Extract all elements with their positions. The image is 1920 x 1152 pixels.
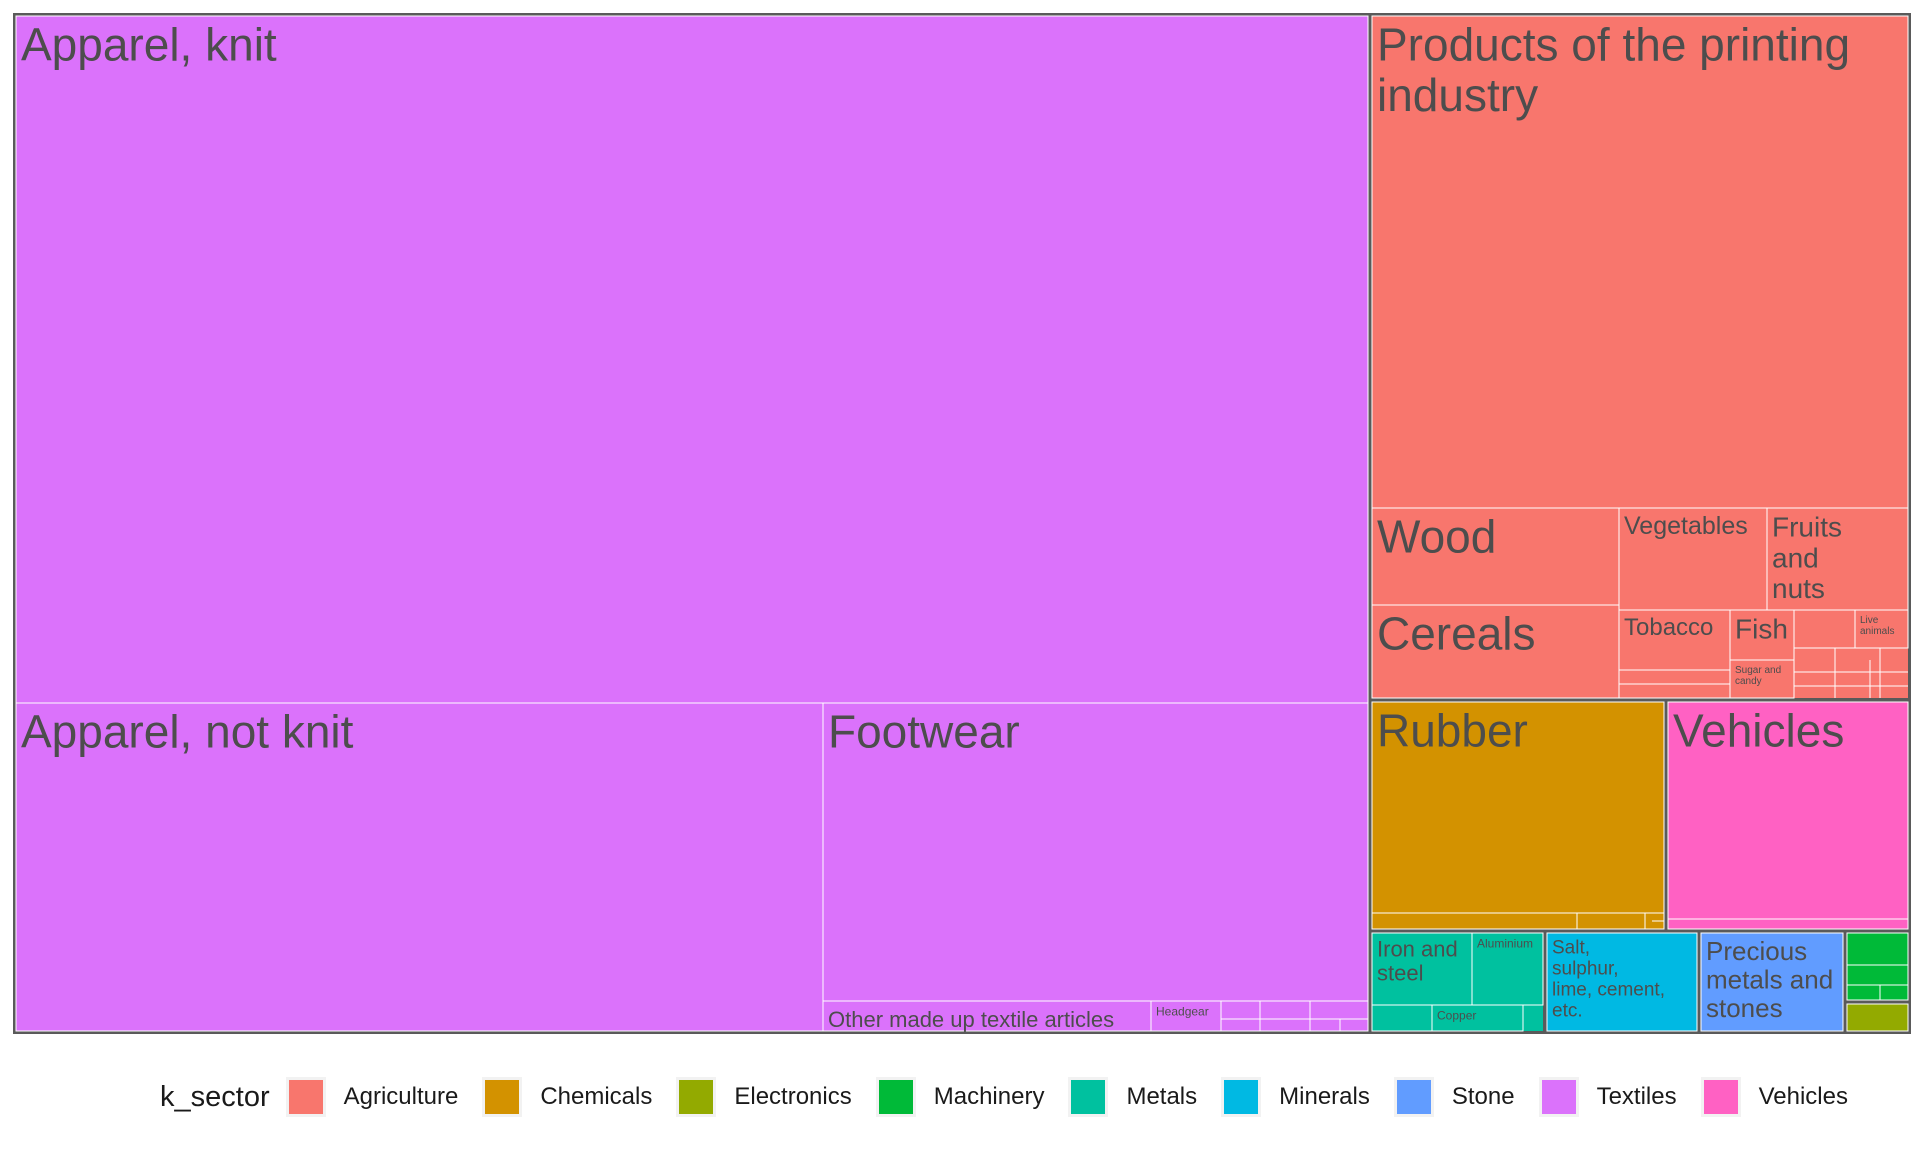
tile-label-sugar-and-candy: Sugar and candy — [1735, 665, 1781, 687]
tile-live-animals — [1854, 609, 1909, 649]
tile-label-headgear: Headgear — [1156, 1005, 1209, 1019]
tile-chemicals-other — [1371, 912, 1665, 930]
legend-item-chemicals: Chemicals — [482, 1077, 652, 1117]
tile-label-other-made-up-textile-articles: Other made up textile articles — [828, 1007, 1114, 1032]
tile-salt-sulphur-lime-cement-etc — [1546, 932, 1698, 1032]
legend-label-chemicals: Chemicals — [540, 1083, 653, 1110]
sector-group-electronics — [1846, 1003, 1909, 1032]
legend-item-machinery: Machinery — [875, 1077, 1045, 1117]
sector-group-metals: Iron and steel Aluminium Copper — [1371, 932, 1544, 1032]
legend-swatch-machinery — [875, 1077, 916, 1117]
tile-label-vehicles: Vehicles — [1673, 704, 1844, 756]
tile-apparel-knit — [15, 15, 1369, 704]
legend-swatch-metals — [1068, 1077, 1109, 1117]
legend: k_sector Agriculture Chemicals Electronics… — [160, 1077, 1872, 1117]
legend-label-vehicles: Vehicles — [1758, 1083, 1848, 1110]
tile-label-fish: Fish — [1735, 614, 1788, 645]
tile-label-aluminium: Aluminium — [1477, 937, 1533, 951]
tile-footwear — [822, 702, 1369, 1002]
tile-electronics-other — [1846, 1003, 1909, 1032]
tile-label-tobacco: Tobacco — [1624, 614, 1713, 641]
tile-vehicles — [1667, 701, 1909, 920]
legend-swatch-minerals — [1221, 1077, 1262, 1117]
tile-aluminium — [1471, 932, 1544, 1006]
legend-swatch-agriculture — [285, 1077, 326, 1117]
sector-group-agriculture: Products of the printing industry Wood Cere… — [1371, 15, 1909, 699]
tile-fruits-and-nuts — [1766, 507, 1909, 611]
tile-sugar-and-candy — [1729, 659, 1795, 699]
tile-label-salt-sulphur-lime-cement-etc: Salt, sulphur, lime, cement, etc. — [1552, 938, 1665, 1022]
legend-item-electronics: Electronics — [676, 1077, 852, 1117]
tile-label-wood: Wood — [1377, 510, 1496, 562]
tile-tobacco — [1618, 609, 1731, 671]
legend-swatch-stone — [1393, 1077, 1434, 1117]
tile-label-apparel-not-knit: Apparel, not knit — [21, 705, 354, 757]
legend-label-machinery: Machinery — [933, 1083, 1045, 1110]
legend-label-metals: Metals — [1126, 1083, 1198, 1110]
tile-headgear — [1150, 1000, 1222, 1032]
tile-label-cereals: Cereals — [1377, 607, 1536, 659]
tile-label-precious-metals-and-stones: Precious metals and stones — [1706, 936, 1833, 1023]
legend-item-vehicles: Vehicles — [1700, 1077, 1848, 1117]
legend-label-textiles: Textiles — [1596, 1083, 1677, 1110]
legend-label-agriculture: Agriculture — [343, 1083, 459, 1110]
tile-metals-other — [1371, 1004, 1433, 1032]
tile-label-rubber: Rubber — [1377, 704, 1528, 756]
legend-label-stone: Stone — [1451, 1083, 1515, 1110]
tile-textiles-other — [1220, 1000, 1369, 1032]
legend-item-agriculture: Agriculture — [285, 1077, 459, 1117]
sector-group-minerals: Salt, sulphur, lime, cement, etc. — [1546, 932, 1698, 1032]
tile-copper — [1431, 1004, 1524, 1032]
legend-item-textiles: Textiles — [1538, 1077, 1677, 1117]
legend-swatch-electronics — [676, 1077, 717, 1117]
tile-label-copper: Copper — [1437, 1009, 1476, 1023]
tile-label-vegetables: Vegetables — [1624, 512, 1748, 540]
tile-label-iron-and-steel: Iron and steel — [1377, 936, 1458, 985]
tile-rubber — [1371, 701, 1665, 914]
tile-label-fruits-and-nuts: Fruits and nuts — [1772, 512, 1842, 605]
tile-label-footwear: Footwear — [828, 705, 1020, 757]
legend-title: k_sector — [160, 1080, 270, 1113]
legend-swatch-textiles — [1538, 1077, 1579, 1117]
tile-vehicles-other — [1667, 918, 1909, 930]
legend-swatch-chemicals — [482, 1077, 523, 1117]
sector-group-vehicles: Vehicles — [1667, 701, 1909, 930]
legend-item-minerals: Minerals — [1221, 1077, 1370, 1117]
tile-products-of-the-printing-industry — [1371, 15, 1909, 509]
legend-items: Agriculture Chemicals Electronics Machinery… — [285, 1077, 1872, 1117]
sector-group-chemicals: Rubber — [1371, 701, 1665, 930]
tile-fish — [1729, 609, 1795, 661]
tile-apparel-not-knit — [15, 702, 824, 1032]
tile-precious-metals-and-stones — [1700, 932, 1844, 1032]
tile-vegetables — [1618, 507, 1768, 611]
sector-group-stone: Precious metals and stones — [1700, 932, 1844, 1032]
legend-label-electronics: Electronics — [734, 1083, 852, 1110]
tile-machinery-other — [1846, 932, 1909, 1001]
legend-swatch-vehicles — [1700, 1077, 1741, 1117]
legend-label-minerals: Minerals — [1279, 1083, 1370, 1110]
tile-label-live-animals: Live animals — [1860, 615, 1894, 637]
tile-label-apparel-knit: Apparel, knit — [21, 18, 277, 70]
tile-label-products-of-the-printing-industry: Products of the printing industry — [1377, 18, 1850, 121]
tile-cereals — [1371, 604, 1620, 699]
legend-item-metals: Metals — [1068, 1077, 1197, 1117]
tile-iron-and-steel — [1371, 932, 1473, 1006]
sector-group-machinery — [1846, 932, 1909, 1001]
legend-item-stone: Stone — [1393, 1077, 1515, 1117]
sector-group-textiles: Apparel, knit Apparel, not knit Footwear Ot… — [15, 15, 1369, 1032]
